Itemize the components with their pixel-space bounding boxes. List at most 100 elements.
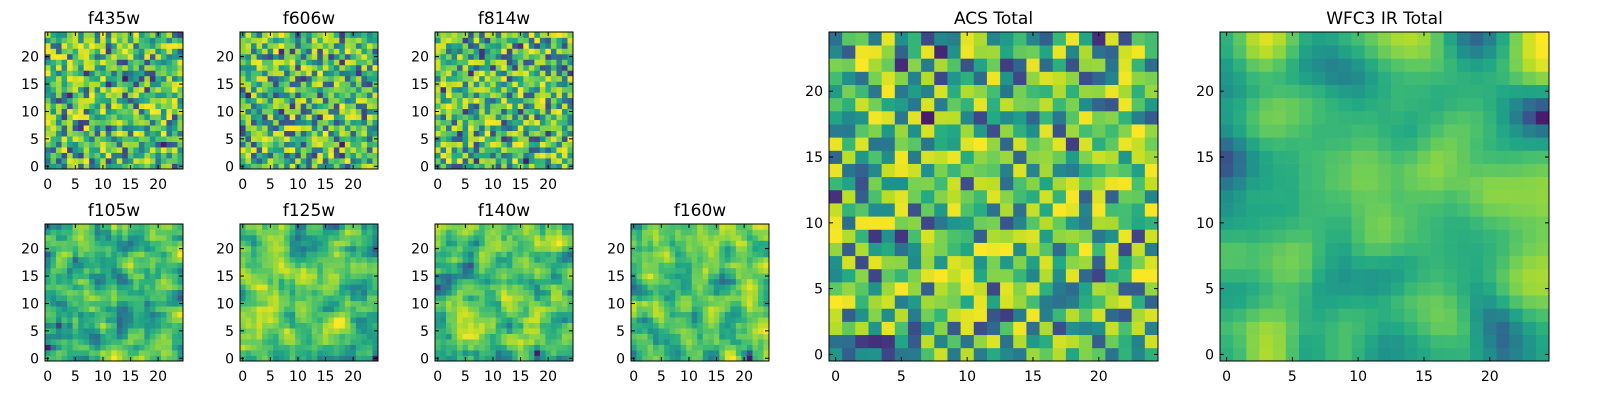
heatmap-cell: [440, 234, 447, 241]
heatmap-cell: [636, 295, 643, 302]
heatmap-cell: [273, 37, 279, 44]
heatmap-cell: [1000, 347, 1014, 362]
heatmap-cell: [457, 86, 463, 93]
heatmap-cell: [763, 234, 770, 241]
heatmap-cell: [83, 289, 90, 296]
heatmap-cell: [366, 322, 373, 329]
heatmap-cell: [708, 234, 715, 241]
heatmap-cell: [986, 321, 1001, 336]
heatmap-cell: [1118, 176, 1133, 191]
heatmap-cell: [484, 119, 491, 126]
heatmap-cell: [284, 48, 291, 55]
heatmap-cell: [669, 322, 676, 329]
heatmap-cell: [295, 147, 302, 153]
heatmap-cell: [322, 251, 329, 258]
heatmap-cell: [289, 355, 296, 362]
heatmap-cell: [561, 262, 568, 269]
heatmap-cell: [512, 317, 519, 323]
heatmap-cell: [72, 42, 79, 49]
heatmap-cell: [539, 311, 546, 318]
heatmap-cell: [1013, 150, 1027, 164]
heatmap-cell: [664, 262, 670, 269]
heatmap-cell: [506, 130, 513, 137]
heatmap-cell: [83, 53, 90, 60]
heatmap-cell: [539, 229, 546, 236]
heatmap-cell: [166, 152, 173, 159]
heatmap-cell: [344, 136, 351, 142]
heatmap-cell: [317, 32, 324, 38]
heatmap-cell: [262, 295, 268, 302]
heatmap-cell: [67, 278, 73, 285]
heatmap-cell: [495, 295, 502, 302]
heatmap-cell: [484, 251, 491, 258]
heatmap-cell: [484, 42, 491, 49]
heatmap-cell: [328, 81, 335, 88]
heatmap-cell: [719, 322, 726, 329]
heatmap-cell: [697, 333, 704, 340]
heatmap-cell: [829, 308, 843, 322]
heatmap-cell: [322, 130, 329, 137]
heatmap-cell: [1118, 216, 1133, 230]
heatmap-cell: [631, 262, 637, 269]
heatmap-cell: [462, 108, 469, 115]
heatmap-cell: [495, 136, 502, 142]
heatmap-cell: [50, 344, 57, 351]
heatmap-cell: [149, 344, 156, 351]
heatmap-cell: [295, 158, 302, 164]
heatmap-cell: [539, 70, 546, 77]
heatmap-cell: [94, 130, 101, 137]
heatmap-cell: [934, 163, 948, 178]
heatmap-cell: [67, 53, 73, 60]
heatmap-cell: [451, 306, 458, 313]
heatmap-cell: [366, 130, 373, 137]
heatmap-cell: [122, 147, 129, 153]
heatmap-cell: [512, 147, 519, 153]
heatmap-cell: [484, 147, 491, 153]
heatmap-cell: [273, 289, 279, 296]
heatmap-cell: [468, 350, 474, 356]
heatmap-cell: [528, 75, 535, 82]
heatmap-cell: [133, 328, 140, 334]
heatmap-cell: [311, 295, 318, 302]
heatmap-cell: [160, 64, 167, 71]
heatmap-cell: [339, 125, 346, 131]
heatmap-cell: [72, 267, 79, 274]
heatmap-cell: [921, 321, 935, 336]
heatmap-cell: [278, 163, 285, 170]
heatmap-cell: [155, 262, 162, 269]
heatmap-cell: [339, 37, 346, 44]
heatmap-cell: [473, 32, 480, 38]
heatmap-cell: [149, 245, 156, 252]
heatmap-cell: [295, 125, 302, 131]
heatmap-cell: [50, 317, 57, 323]
heatmap-cell: [680, 317, 687, 323]
heatmap-cell: [534, 152, 541, 159]
heatmap-cell: [56, 322, 62, 329]
heatmap-cell: [155, 37, 162, 44]
heatmap-cell: [284, 317, 291, 323]
heatmap-cell: [45, 59, 51, 66]
heatmap-cell: [278, 70, 285, 77]
heatmap-cell: [78, 108, 84, 115]
heatmap-cell: [89, 108, 96, 115]
heatmap-cell: [495, 92, 502, 99]
heatmap-cell: [735, 289, 742, 296]
heatmap-cell: [366, 48, 373, 55]
heatmap-cell: [300, 234, 307, 241]
heatmap-cell: [333, 240, 340, 247]
heatmap-cell: [934, 216, 948, 230]
heatmap-cell: [1052, 347, 1067, 362]
heatmap-cell: [686, 251, 693, 258]
heatmap-cell: [680, 256, 687, 263]
heatmap-cell: [473, 37, 480, 44]
heatmap-cell: [702, 328, 709, 334]
heatmap-cell: [653, 339, 659, 345]
heatmap-cell: [468, 37, 474, 44]
heatmap-cell: [339, 245, 346, 252]
heatmap-cell: [300, 114, 307, 121]
heatmap-cell: [355, 119, 362, 126]
heatmap-cell: [89, 163, 96, 170]
heatmap-cell: [89, 333, 96, 340]
heatmap-cell: [251, 278, 257, 285]
heatmap-cell: [440, 300, 447, 307]
